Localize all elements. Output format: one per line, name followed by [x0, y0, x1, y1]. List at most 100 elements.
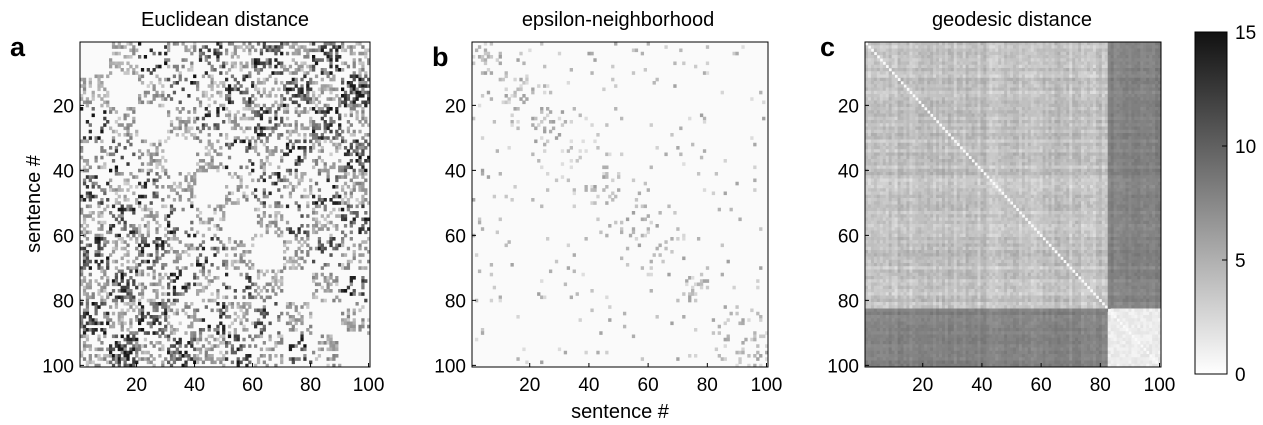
- heatmap-cell: [274, 110, 278, 114]
- heatmap-cell: [143, 243, 148, 248]
- heatmap-cell: [894, 51, 898, 56]
- heatmap-cell: [1048, 71, 1052, 75]
- heatmap-cell: [158, 175, 162, 179]
- heatmap-cell: [233, 136, 237, 140]
- heatmap-cell: [474, 337, 479, 342]
- heatmap-cell: [222, 259, 226, 264]
- heatmap-cell: [756, 311, 760, 316]
- heatmap-cell: [175, 341, 179, 345]
- heatmap-cell: [106, 240, 110, 244]
- heatmap-cell: [103, 315, 107, 319]
- heatmap-cell: [129, 321, 133, 326]
- heatmap-cell: [190, 51, 194, 56]
- heatmap-cell: [1122, 45, 1126, 49]
- heatmap-cell: [300, 194, 304, 199]
- heatmap-cell: [694, 64, 698, 69]
- heatmap-cell: [631, 230, 636, 235]
- heatmap-cell: [891, 51, 895, 56]
- heatmap-cell: [271, 126, 275, 131]
- heatmap-cell: [120, 61, 124, 66]
- heatmap-cell: [873, 45, 878, 49]
- heatmap-cell: [213, 123, 217, 127]
- heatmap-cell: [245, 87, 249, 92]
- heatmap-cell: [172, 74, 177, 79]
- heatmap-cell: [335, 51, 339, 56]
- heatmap-cell: [158, 94, 162, 98]
- heatmap-cell: [149, 100, 153, 105]
- heatmap-cell: [1015, 48, 1020, 53]
- heatmap-cell: [187, 354, 191, 358]
- heatmap-cell: [216, 204, 220, 209]
- heatmap-cell: [146, 149, 150, 153]
- heatmap-cell: [198, 220, 203, 225]
- heatmap-cell: [1104, 77, 1109, 82]
- heatmap-cell: [867, 84, 872, 88]
- heatmap-cell: [187, 253, 191, 257]
- heatmap-cell: [546, 139, 550, 144]
- heatmap-cell: [271, 45, 275, 49]
- heatmap-cell: [283, 84, 287, 88]
- heatmap-cell: [294, 42, 298, 46]
- heatmap-cell: [167, 243, 171, 248]
- heatmap-cell: [702, 120, 707, 124]
- heatmap-cell: [349, 178, 353, 183]
- heatmap-cell: [989, 84, 993, 88]
- heatmap-cell: [317, 168, 322, 173]
- heatmap-cell: [225, 97, 229, 101]
- heatmap-cell: [245, 74, 249, 79]
- heatmap-cell: [227, 146, 232, 150]
- heatmap-cell: [291, 315, 295, 319]
- heatmap-cell: [306, 97, 310, 101]
- heatmap-cell: [611, 178, 615, 183]
- heatmap-cell: [138, 250, 142, 254]
- heatmap-cell: [1084, 84, 1088, 88]
- heatmap-cell: [193, 311, 197, 316]
- heatmap-cell: [944, 61, 949, 66]
- heatmap-cell: [285, 110, 290, 114]
- heatmap-cell: [1116, 64, 1120, 69]
- heatmap-cell: [155, 250, 159, 254]
- heatmap-cell: [225, 71, 229, 75]
- heatmap-cell: [172, 181, 177, 186]
- x-tick-label: 80: [697, 375, 718, 396]
- heatmap-cell: [88, 279, 92, 283]
- heatmap-cell: [649, 220, 653, 225]
- heatmap-cell: [329, 51, 333, 56]
- heatmap-cell: [1069, 77, 1073, 82]
- heatmap-cell: [314, 81, 319, 85]
- heatmap-cell: [1140, 55, 1144, 59]
- heatmap-cell: [175, 191, 179, 196]
- heatmap-cell: [236, 81, 240, 85]
- heatmap-cell: [909, 45, 913, 49]
- heatmap-cell: [242, 315, 246, 319]
- heatmap-cell: [233, 77, 237, 82]
- heatmap-cell: [283, 243, 287, 248]
- heatmap-cell: [1057, 58, 1061, 62]
- heatmap-cell: [956, 42, 961, 46]
- heatmap-cell: [320, 110, 324, 114]
- heatmap-cell: [216, 55, 220, 59]
- heatmap-cell: [80, 149, 84, 153]
- heatmap-cell: [953, 77, 958, 82]
- heatmap-cell: [909, 68, 913, 72]
- heatmap-cell: [149, 354, 153, 358]
- heatmap-cell: [161, 165, 165, 170]
- heatmap-cell: [1007, 77, 1011, 82]
- heatmap-cell: [1155, 51, 1159, 56]
- heatmap-cell: [968, 45, 972, 49]
- heatmap-cell: [138, 77, 142, 82]
- heatmap-cell: [977, 84, 981, 88]
- heatmap-cell: [921, 74, 925, 79]
- heatmap-cell: [1110, 64, 1114, 69]
- heatmap-cell: [646, 230, 650, 235]
- heatmap-cell: [114, 217, 119, 222]
- heatmap-cell: [865, 61, 869, 66]
- heatmap-cell: [1098, 68, 1103, 72]
- heatmap-cell: [169, 97, 174, 101]
- heatmap-cell: [114, 146, 119, 150]
- heatmap-cell: [705, 45, 710, 49]
- heatmap-cell: [236, 334, 240, 339]
- heatmap-cell: [140, 357, 145, 361]
- heatmap-cell: [364, 198, 368, 202]
- heatmap-cell: [146, 100, 150, 105]
